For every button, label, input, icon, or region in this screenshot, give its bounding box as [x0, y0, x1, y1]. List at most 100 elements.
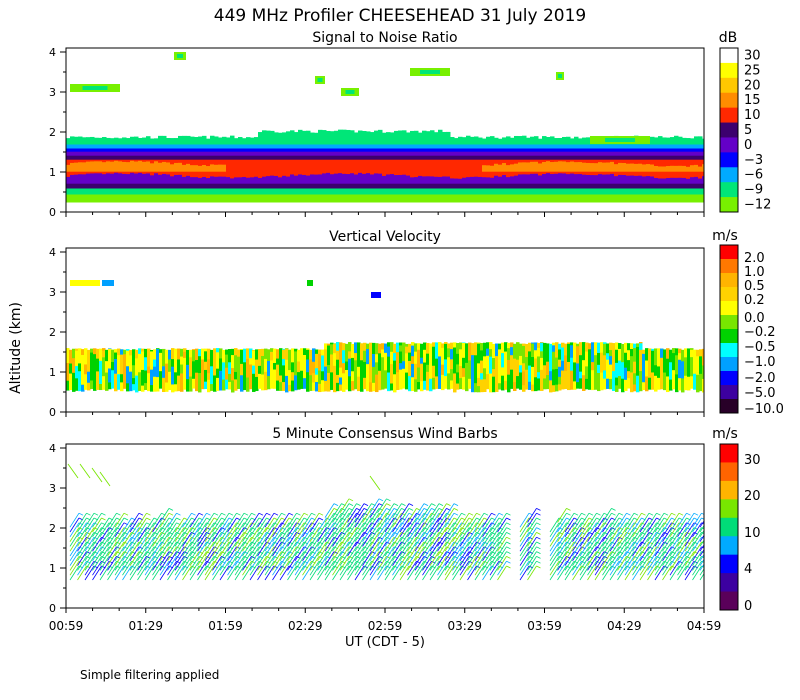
velocity-cell	[450, 368, 454, 381]
wind-barb	[572, 536, 582, 552]
snr-cell	[86, 137, 91, 145]
snr-cell	[366, 148, 371, 152]
snr-cell	[618, 188, 623, 195]
snr-cell	[138, 151, 143, 156]
wind-barb-flag	[536, 532, 541, 535]
velocity-cell	[339, 342, 343, 351]
wind-barb	[77, 551, 87, 566]
wind-barb-flag	[288, 512, 294, 516]
velocity-cell	[135, 349, 139, 359]
y-tick-label: 2	[49, 522, 56, 535]
velocity-cell	[177, 358, 181, 376]
snr-cell	[198, 141, 203, 149]
velocity-cell	[606, 352, 610, 360]
wind-barb	[114, 541, 125, 557]
velocity-cell	[381, 348, 385, 358]
snr-cell	[90, 136, 95, 145]
snr-cell	[166, 188, 171, 195]
velocity-cell	[126, 382, 130, 392]
snr-cell	[406, 159, 411, 164]
snr-cell	[334, 173, 339, 184]
snr-cell	[186, 143, 191, 149]
snr-cell	[338, 188, 343, 195]
velocity-cell	[81, 349, 85, 355]
snr-cell	[670, 183, 675, 189]
wind-barb	[392, 512, 402, 528]
velocity-cell	[675, 373, 679, 393]
velocity-cell	[612, 357, 616, 372]
velocity-cell	[324, 380, 328, 392]
wind-barb	[459, 546, 470, 562]
snr-cell	[254, 188, 259, 195]
wind-barb-flag	[596, 512, 601, 516]
snr-cell	[342, 161, 347, 172]
snr-cell	[530, 136, 535, 145]
wind-barb	[624, 551, 635, 566]
snr-cell	[414, 176, 419, 184]
velocity-cell	[540, 342, 544, 352]
wind-barb	[347, 560, 357, 576]
colorbar-swatch	[720, 315, 738, 330]
velocity-cell	[525, 343, 529, 358]
snr-cell	[546, 183, 551, 189]
wind-barb	[294, 546, 305, 562]
snr-cell	[66, 171, 71, 177]
snr-cell	[262, 155, 267, 160]
velocity-cell	[375, 374, 379, 393]
velocity-cell	[273, 369, 277, 383]
snr-cell	[70, 159, 75, 163]
snr-cell	[698, 155, 703, 160]
snr-cell	[366, 160, 371, 172]
velocity-cell	[471, 354, 475, 375]
snr-cell	[186, 171, 191, 176]
snr-cell	[398, 193, 403, 203]
wind-barb	[92, 560, 102, 576]
wind-barb-flag	[101, 512, 106, 516]
snr-cell	[654, 155, 659, 160]
wind-barb	[444, 551, 455, 566]
velocity-cell	[543, 342, 547, 353]
snr-cell	[530, 155, 535, 160]
snr-cell	[330, 155, 335, 160]
snr-cell	[382, 155, 387, 160]
wind-barb-flag	[566, 512, 571, 516]
wind-barb	[609, 527, 620, 542]
snr-cell	[542, 155, 547, 160]
wind-barb	[399, 517, 410, 533]
velocity-cell	[84, 373, 88, 390]
snr-cell	[678, 148, 683, 152]
snr-cell	[122, 159, 127, 162]
velocity-cell	[192, 349, 196, 351]
snr-cell	[354, 171, 359, 175]
snr-cell	[670, 171, 675, 178]
snr-cell	[98, 171, 103, 174]
velocity-cell	[678, 348, 682, 354]
wind-barb	[587, 512, 597, 528]
snr-cell	[114, 160, 119, 172]
snr-cell	[126, 141, 131, 149]
snr-cell	[490, 159, 495, 166]
wind-barb	[279, 565, 290, 581]
y-tick-label: 4	[49, 246, 56, 259]
snr-cell	[670, 165, 675, 172]
wind-barb	[227, 560, 237, 576]
snr-cell	[114, 172, 119, 184]
snr-cell	[294, 132, 299, 145]
wind-barb	[489, 541, 500, 557]
velocity-cell	[510, 346, 514, 356]
velocity-cell	[567, 342, 571, 344]
snr-cell	[142, 142, 147, 149]
velocity-cell	[207, 379, 211, 393]
velocity-cell	[354, 342, 358, 354]
snr-cell	[158, 183, 163, 189]
snr-cell	[174, 151, 179, 156]
snr-cell	[482, 148, 487, 152]
wind-barb	[602, 556, 612, 571]
wind-barb	[332, 512, 342, 528]
snr-cell	[474, 171, 479, 177]
velocity-cell	[207, 372, 211, 380]
wind-barb	[69, 541, 80, 557]
snr-cell	[646, 191, 651, 203]
velocity-cell	[555, 357, 559, 370]
